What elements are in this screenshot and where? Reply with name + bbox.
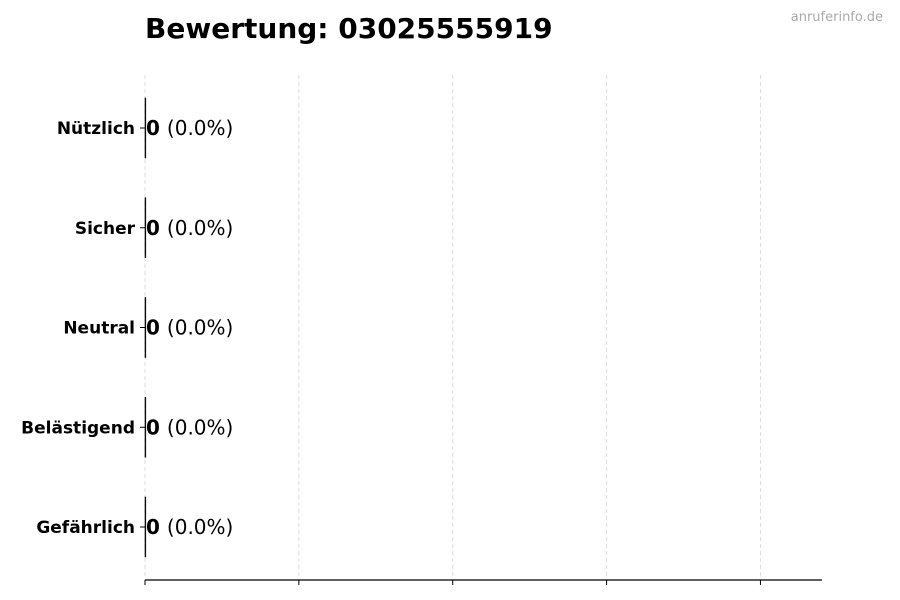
data-label: 0 (0.0%) xyxy=(146,415,233,439)
data-label: 0 (0.0%) xyxy=(146,116,233,140)
y-tick-label: Sicher xyxy=(75,219,136,239)
y-tick-label: Neutral xyxy=(63,319,135,339)
watermark: anruferinfo.de xyxy=(790,10,883,25)
data-label: 0 (0.0%) xyxy=(146,216,233,240)
data-label-percent: (0.0%) xyxy=(167,216,233,240)
chart-title: Bewertung: 03025555919 xyxy=(145,12,553,45)
data-label-count: 0 xyxy=(146,316,160,340)
data-label-percent: (0.0%) xyxy=(167,415,233,439)
y-tick-label: Gefährlich xyxy=(36,518,135,538)
data-label-percent: (0.0%) xyxy=(167,116,233,140)
data-label-percent: (0.0%) xyxy=(167,515,233,539)
data-label: 0 (0.0%) xyxy=(146,316,233,340)
y-tick-label: Belästigend xyxy=(21,418,135,438)
y-tick-label: Nützlich xyxy=(57,119,135,139)
data-label-percent: (0.0%) xyxy=(167,316,233,340)
data-label-count: 0 xyxy=(146,415,160,439)
data-label-count: 0 xyxy=(146,515,160,539)
data-label-count: 0 xyxy=(146,116,160,140)
data-label-count: 0 xyxy=(146,216,160,240)
data-label: 0 (0.0%) xyxy=(146,515,233,539)
